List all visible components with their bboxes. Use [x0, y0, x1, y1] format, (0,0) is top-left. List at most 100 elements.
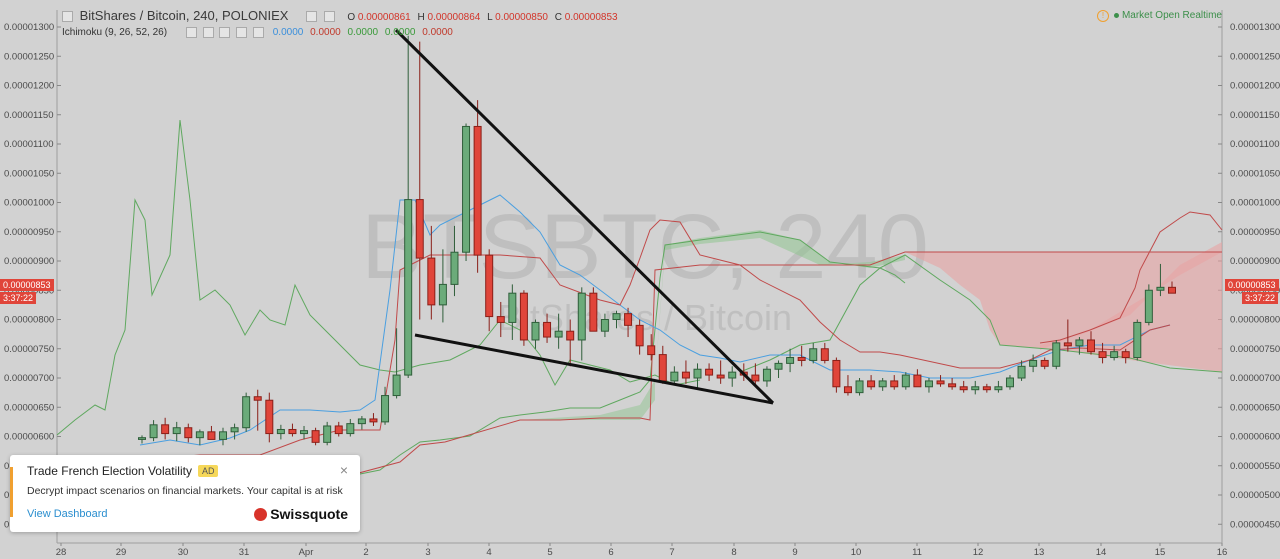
settings-icon[interactable] [306, 11, 318, 23]
ichimoku-cloud [440, 230, 1222, 445]
x-tick-label: 15 [1155, 547, 1166, 558]
candle-body [543, 321, 552, 338]
candle-body [415, 199, 424, 259]
x-tick-label: 29 [116, 547, 127, 558]
trendline-upper [394, 28, 775, 405]
view-dashboard-link[interactable]: View Dashboard [27, 508, 108, 520]
close-icon[interactable]: × [339, 462, 348, 478]
x-tick-label: 8 [731, 547, 736, 558]
hide-icon[interactable] [323, 11, 335, 23]
candle-body [161, 424, 170, 435]
candle-body [1110, 351, 1119, 359]
candle-body [728, 371, 737, 379]
clock-icon: ! [1096, 10, 1109, 22]
candle-body [195, 431, 204, 439]
swissquote-logo[interactable]: Swissquote [254, 506, 348, 522]
cloud-bearish [905, 252, 1222, 372]
y-tick-label-right: 0.00001000 [1230, 198, 1280, 209]
candle-body [762, 368, 771, 382]
symbol-title[interactable]: BitShares / Bitcoin, 240, POLONIEX [79, 8, 289, 23]
indicator-visibility-icon[interactable] [185, 27, 197, 38]
candle-body [577, 292, 586, 341]
y-tick-label-right: 0.00001150 [1230, 110, 1280, 121]
candle-body [566, 330, 575, 341]
ohlc-high-label: H [417, 12, 425, 23]
candle-body [311, 430, 320, 443]
indicator-settings-icon[interactable] [202, 27, 214, 38]
x-tick-label: 10 [851, 547, 862, 558]
market-status-label: Market Open Realtime [1121, 10, 1222, 21]
indicator-label[interactable]: Ichimoku (9, 26, 52, 26) [62, 27, 168, 39]
ad-popup[interactable]: Trade French Election Volatility AD × Dec… [10, 455, 360, 532]
candle-body [878, 380, 887, 388]
y-tick-label-right: 0.00000900 [1230, 256, 1280, 267]
candle-body [693, 368, 702, 379]
candle-body [1156, 286, 1165, 291]
lagging-span-left [56, 119, 396, 436]
indicator-value-base: 0.0000 [310, 27, 341, 39]
candle-body [751, 374, 760, 382]
cloud-bearish-upper [1040, 242, 1222, 350]
candle-body [924, 380, 933, 388]
candle-body [855, 380, 864, 394]
y-tick-label-right: 0.00001300 [1230, 22, 1280, 33]
candle-body [774, 362, 783, 370]
candle-body [346, 423, 355, 435]
candle-body [207, 431, 216, 440]
candle-body [149, 424, 158, 439]
indicator-source-icon[interactable] [219, 27, 231, 38]
candle-body [369, 418, 378, 423]
y-tick-label-left: 0.00001050 [4, 168, 54, 179]
candle-body [450, 251, 459, 285]
candle-body [1086, 339, 1095, 353]
candle-body [230, 427, 239, 433]
indicator-value-conversion: 0.0000 [272, 27, 304, 39]
last-price-tag-right: 0.00000853 [1225, 279, 1279, 291]
chart-watermark-sub: BitShares / Bitcoin [498, 297, 792, 338]
x-tick-label: 5 [547, 547, 552, 558]
ohlc-readout: O 0.00000861 H 0.00000864 L 0.00000850 C… [347, 12, 621, 23]
indicator-remove-icon[interactable] [252, 27, 264, 38]
countdown-tag-right: 3:37:22 [1242, 292, 1279, 304]
candle-body [624, 313, 633, 326]
candle-body [890, 380, 899, 388]
swissquote-logo-icon [254, 508, 268, 521]
indicator-more-icon[interactable] [236, 27, 248, 38]
candle-body [357, 418, 366, 425]
candle-body [554, 330, 563, 338]
y-tick-label-right: 0.00001050 [1230, 168, 1280, 179]
chart-watermark: BTSBTC, 240 [361, 196, 929, 298]
candle-body [832, 359, 841, 388]
candle-body [670, 371, 679, 382]
candle-body [404, 199, 413, 376]
candle-body [1040, 359, 1049, 367]
y-tick-label-right: 0.00000700 [1230, 373, 1280, 384]
candle-body [635, 324, 644, 347]
y-tick-label-left: 0.00001250 [4, 51, 54, 62]
candle-body [705, 368, 714, 376]
y-tick-label-right: 0.00000550 [1230, 461, 1280, 472]
candle-body [716, 374, 725, 379]
candle-body [589, 292, 598, 332]
candle-body [867, 380, 876, 388]
candle-body [288, 428, 297, 435]
x-tick-label: 13 [1034, 547, 1045, 558]
ohlc-close: 0.00000853 [564, 12, 618, 23]
y-tick-label-left: 0.00000600 [4, 432, 54, 443]
candle-body [820, 348, 829, 361]
chart-header: BitShares / Bitcoin, 240, POLONIEX O 0.0… [62, 8, 622, 23]
leading-span-b-upper [1039, 211, 1223, 344]
candle-body [265, 399, 274, 435]
candle-body [334, 425, 343, 435]
y-tick-label-right: 0.00001250 [1230, 51, 1280, 62]
ad-accent [10, 467, 13, 517]
candle-body [681, 371, 690, 379]
y-tick-label-left: 0.00001200 [4, 81, 54, 92]
candle-body [948, 383, 957, 388]
candle-body [1133, 321, 1142, 359]
candle-body [994, 386, 1003, 391]
y-tick-label-left: 0.00001150 [4, 110, 54, 121]
collapse-icon[interactable] [62, 11, 73, 23]
candle-body [485, 254, 494, 318]
y-tick-label-right: 0.00000950 [1230, 227, 1280, 238]
